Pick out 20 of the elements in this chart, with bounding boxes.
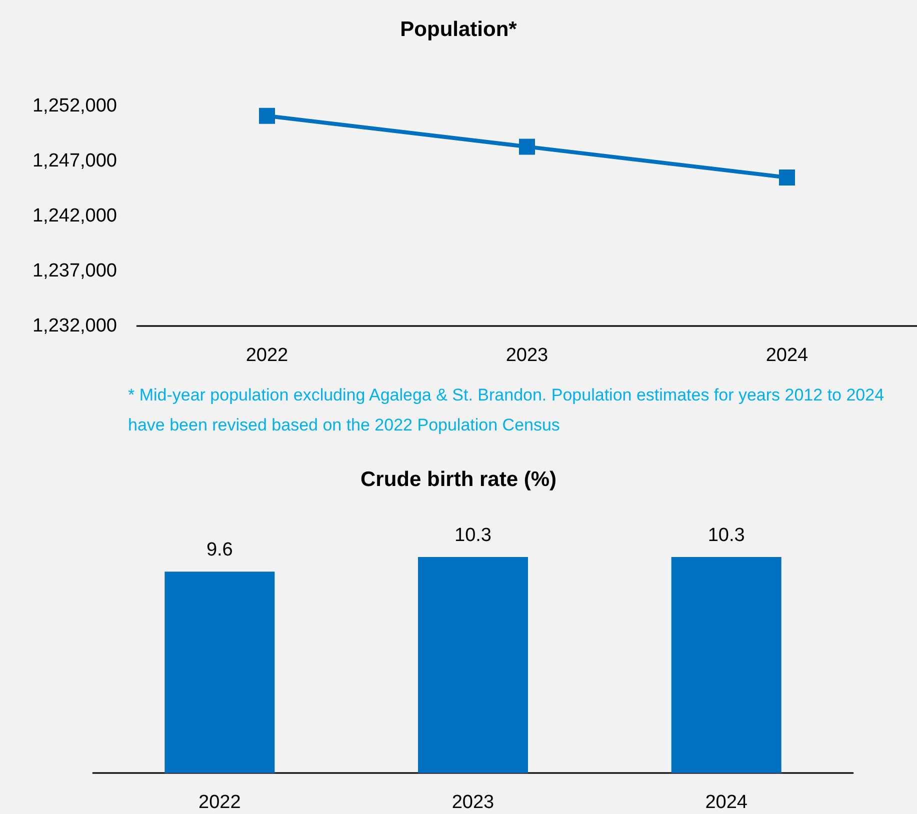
x-tick-label: 2024 (705, 792, 748, 813)
text: * Mid-year population excluding Agalega & St. Brandon. Population estimates for years 2012 to 2024 have been revised based on the 2022 Population Census (128, 386, 889, 434)
x-tick-label: 2023 (452, 792, 494, 813)
y-tick-label: 1,232,000 (32, 316, 117, 336)
y-tick-label: 1,252,000 (32, 96, 117, 116)
data-label: 9.6 (206, 540, 233, 561)
point (259, 108, 275, 124)
data-label: 10.3 (454, 525, 492, 546)
x-tick-label: 2022 (198, 792, 241, 813)
point (779, 170, 795, 186)
x-tick-label: 2024 (766, 345, 809, 366)
y-tick-label: 1,242,000 (32, 206, 117, 226)
point (519, 138, 535, 155)
y-tick-label: 1,237,000 (32, 260, 117, 282)
data-label: 10.3 (708, 525, 745, 546)
chart-title: Population* (400, 18, 518, 41)
x-tick-label: 2023 (506, 345, 548, 366)
chart-title: Crude birth rate (%) (360, 468, 557, 491)
y-tick-label: 1,247,000 (32, 150, 117, 172)
x-tick-label: 2022 (246, 345, 288, 366)
